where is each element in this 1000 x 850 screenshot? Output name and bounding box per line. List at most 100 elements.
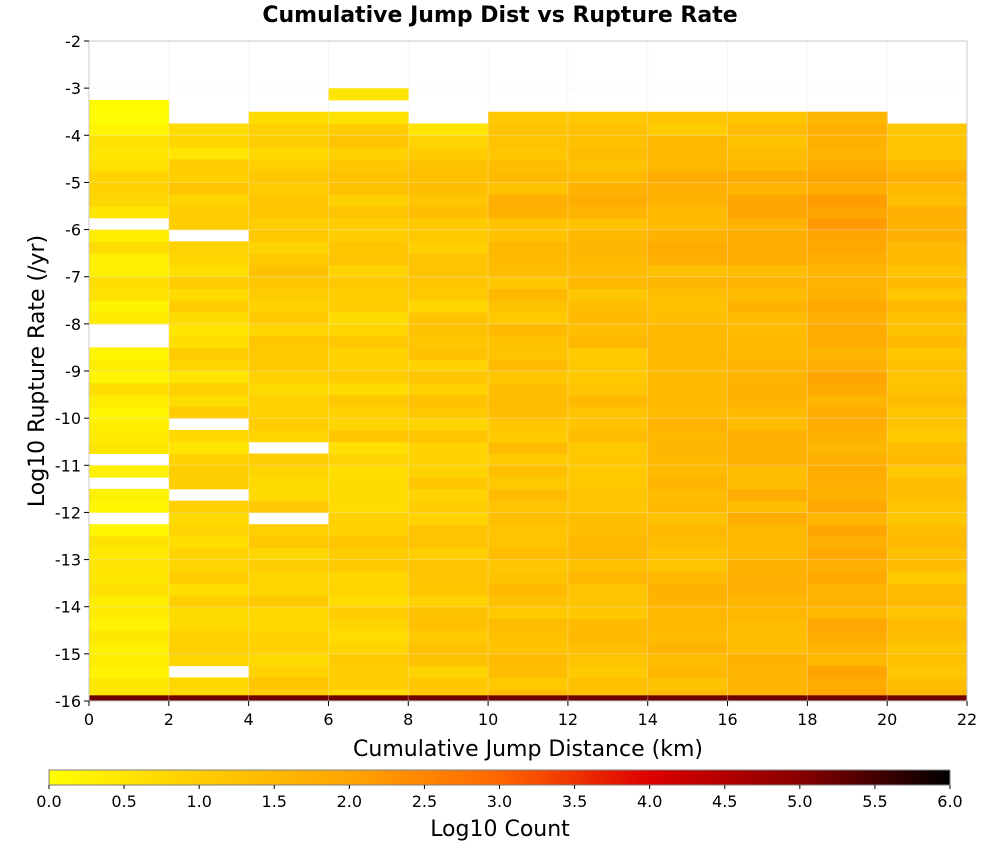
heatmap-cell: [89, 347, 170, 360]
heatmap-cell: [248, 206, 329, 219]
heatmap-cell: [727, 441, 808, 454]
heatmap-cell: [89, 394, 170, 407]
heatmap-cell: [248, 547, 329, 561]
heatmap-cell: [727, 206, 808, 219]
heatmap-cell: [647, 123, 729, 136]
heatmap-cell: [89, 382, 170, 396]
heatmap-cell: [647, 594, 729, 608]
heatmap-cell: [887, 512, 968, 525]
heatmap-cell: [488, 335, 569, 348]
heatmap-cell: [567, 606, 649, 619]
colorbar-tick-label: 1.5: [262, 792, 287, 811]
heatmap-cell: [328, 229, 409, 242]
heatmap-cell: [328, 418, 409, 431]
heatmap-cell: [408, 158, 489, 172]
y-tick-label: -12: [55, 503, 81, 522]
heatmap-cell: [567, 206, 649, 219]
heatmap-cell: [807, 594, 888, 608]
heatmap-cell: [488, 665, 569, 678]
heatmap-cell: [727, 312, 808, 325]
heatmap-cell: [567, 312, 649, 325]
heatmap-cell: [408, 394, 489, 407]
heatmap-cell: [488, 465, 569, 478]
y-tick-label: -16: [55, 692, 81, 711]
y-tick-label: -11: [55, 456, 81, 475]
heatmap-cell: [408, 382, 489, 396]
heatmap-cell: [488, 441, 569, 454]
heatmap-cell: [168, 300, 250, 313]
heatmap-cell: [408, 524, 489, 537]
colorbar-bar: [48, 769, 951, 786]
heatmap-cell: [328, 500, 409, 513]
heatmap-cell: [248, 253, 329, 266]
heatmap-cell: [89, 264, 170, 278]
heatmap-cell: [727, 453, 808, 466]
heatmap-cell: [727, 559, 808, 572]
heatmap-cell: [89, 111, 170, 124]
heatmap-cell: [807, 194, 888, 207]
heatmap-cell: [887, 500, 968, 513]
heatmap-cell: [328, 559, 409, 572]
heatmap-cell: [647, 147, 729, 160]
heatmap-cell: [807, 217, 888, 231]
heatmap-cell: [647, 170, 729, 183]
heatmap-cell: [807, 182, 888, 195]
heatmap-cell: [168, 606, 250, 619]
colorbar-tick-label: 3.0: [487, 792, 512, 811]
heatmap-cell: [887, 653, 968, 667]
heatmap-cell: [248, 229, 329, 242]
heatmap-cell: [89, 606, 170, 619]
heatmap-cell: [727, 111, 808, 124]
heatmap-cell: [887, 359, 968, 372]
heatmap-cell: [408, 300, 489, 313]
heatmap-cell: [727, 371, 808, 384]
heatmap-cell: [807, 229, 888, 242]
heatmap-cell: [488, 677, 569, 690]
heatmap-cell: [328, 194, 409, 207]
heatmap-cell: [89, 359, 170, 372]
heatmap-cell: [887, 217, 968, 231]
heatmap-cell: [328, 524, 409, 537]
heatmap-cell: [89, 276, 170, 289]
heatmap-cell: [727, 194, 808, 207]
heatmap-cell: [488, 359, 569, 372]
heatmap-cell: [488, 606, 569, 619]
heatmap-cell: [168, 630, 250, 643]
heatmap-cell: [567, 241, 649, 254]
heatmap-cell: [168, 158, 250, 172]
heatmap-cell: [887, 453, 968, 466]
heatmap-cell: [168, 347, 250, 360]
heatmap-cell: [647, 653, 729, 667]
heatmap-cell: [807, 606, 888, 619]
heatmap-cell: [168, 465, 250, 478]
heatmap-cell: [408, 642, 489, 655]
heatmap-cell: [567, 276, 649, 289]
heatmap-cell: [168, 312, 250, 325]
y-tick-label: -13: [55, 551, 81, 570]
heatmap-cell: [887, 547, 968, 561]
heatmap-cell: [328, 170, 409, 183]
heatmap-cell: [488, 217, 569, 231]
heatmap-cell: [408, 594, 489, 608]
heatmap-cell: [647, 665, 729, 678]
heatmap-cell: [647, 429, 729, 443]
heatmap-cell: [887, 583, 968, 596]
heatmap-cell: [647, 264, 729, 278]
heatmap-cell: [168, 653, 250, 667]
heatmap-cell: [887, 170, 968, 183]
heatmap-cell: [727, 135, 808, 148]
x-tick-label: 16: [717, 710, 737, 729]
heatmap-cell: [488, 547, 569, 561]
heatmap-cell: [248, 371, 329, 384]
heatmap-cell: [408, 547, 489, 561]
heatmap-cell: [328, 665, 409, 678]
heatmap-cell: [408, 606, 489, 619]
heatmap-cell: [89, 429, 170, 443]
heatmap-cell: [328, 135, 409, 148]
heatmap-cell: [168, 547, 250, 561]
heatmap-cell: [408, 359, 489, 372]
heatmap-cell: [408, 253, 489, 266]
heatmap-cell: [807, 630, 888, 643]
heatmap-cell: [887, 488, 968, 502]
heatmap-cell: [168, 429, 250, 443]
